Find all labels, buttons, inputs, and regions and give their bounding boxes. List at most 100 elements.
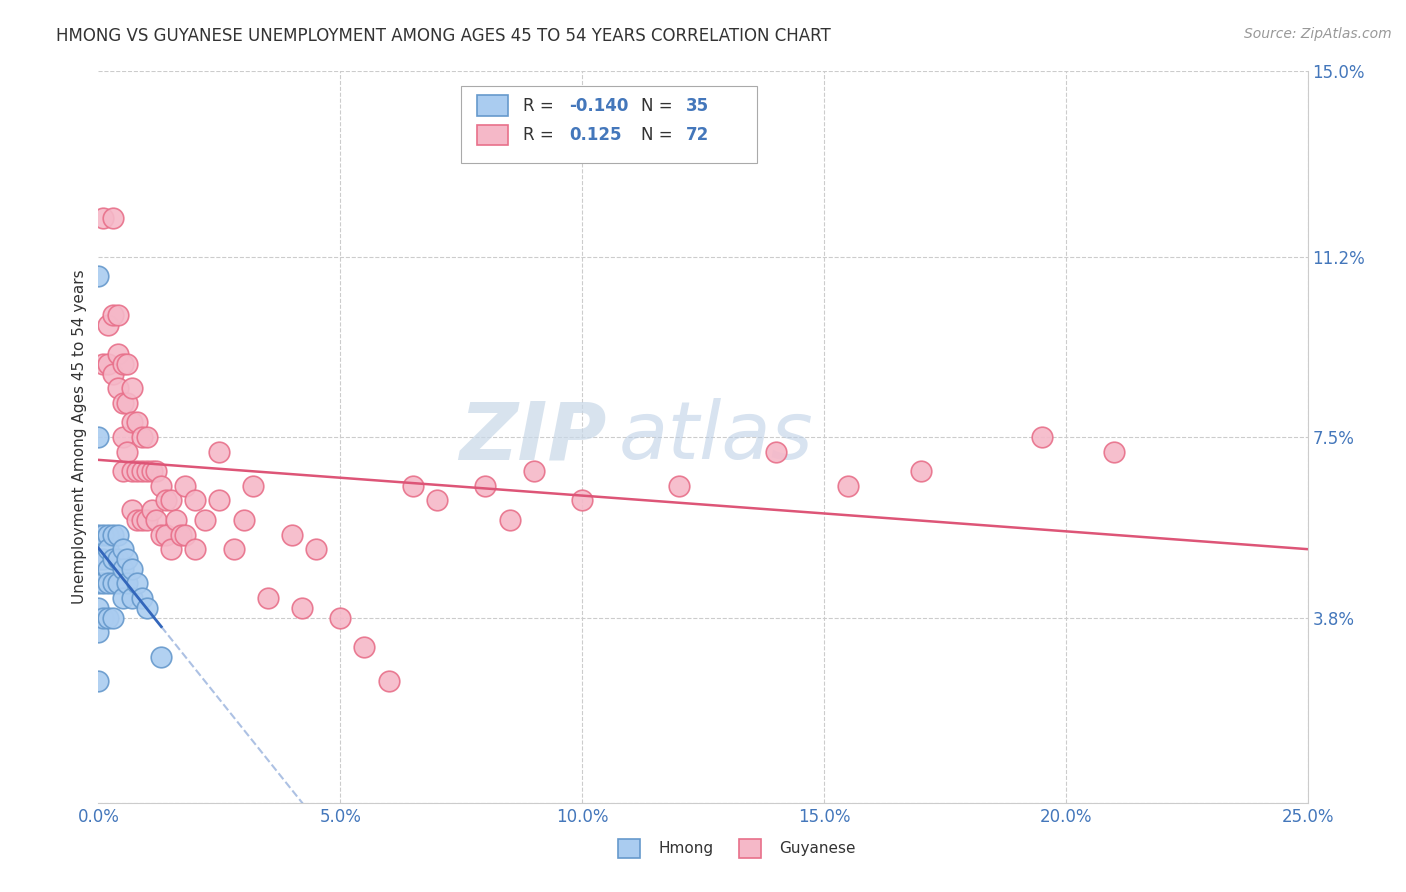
Point [160,542,183,557]
Text: -0.140: -0.140 [569,96,628,115]
Point [111,591,134,605]
Text: 72: 72 [686,126,709,144]
Point [668,479,690,493]
Point [87,269,110,284]
Point [256,591,278,605]
Point [117,576,139,591]
Point [87,552,110,566]
Text: N =: N = [641,96,678,115]
Point [107,381,129,395]
Point [837,479,859,493]
Point [121,591,143,605]
Point [131,591,153,605]
Point [111,357,134,371]
Point [97,610,120,624]
Point [97,357,120,371]
Point [160,493,183,508]
Point [121,562,143,576]
Point [305,542,328,557]
Point [121,464,143,478]
Point [91,211,114,225]
Point [184,493,207,508]
Point [426,493,449,508]
Point [135,600,157,615]
Point [281,527,304,541]
Point [111,464,134,478]
Point [107,308,129,322]
Point [377,673,399,688]
FancyBboxPatch shape [461,86,758,163]
Point [107,552,129,566]
Point [91,552,114,566]
Point [127,464,149,478]
FancyBboxPatch shape [477,95,509,116]
Text: Guyanese: Guyanese [779,841,856,856]
Point [111,562,134,576]
Point [150,479,173,493]
Point [117,396,139,410]
Point [1031,430,1053,444]
Point [121,381,143,395]
Point [155,493,177,508]
Point [101,527,124,541]
Point [474,479,496,493]
FancyBboxPatch shape [740,839,761,858]
Point [87,430,110,444]
Point [101,576,124,591]
Point [498,513,520,527]
Point [87,552,110,566]
Point [127,416,149,430]
Point [87,625,110,640]
Point [242,479,264,493]
Point [1102,444,1125,458]
Text: atlas: atlas [619,398,813,476]
Point [135,430,157,444]
Point [97,576,120,591]
Point [910,464,932,478]
Point [150,649,173,664]
Point [101,308,124,322]
Point [150,527,173,541]
Point [97,318,120,332]
Point [571,493,593,508]
Point [290,600,312,615]
FancyBboxPatch shape [619,839,640,858]
Point [523,464,546,478]
Point [101,211,124,225]
Text: Source: ZipAtlas.com: Source: ZipAtlas.com [1244,27,1392,41]
Point [97,527,120,541]
Point [97,542,120,557]
Text: N =: N = [641,126,678,144]
Point [131,464,153,478]
Point [353,640,375,654]
Text: 35: 35 [686,96,709,115]
Point [121,503,143,517]
Point [155,527,177,541]
Point [107,576,129,591]
FancyBboxPatch shape [477,125,509,145]
Point [87,576,110,591]
Point [111,430,134,444]
Point [402,479,425,493]
Point [117,357,139,371]
Point [232,513,254,527]
Point [145,464,167,478]
Text: Hmong: Hmong [658,841,713,856]
Point [91,357,114,371]
Point [111,396,134,410]
Point [97,562,120,576]
Point [222,542,245,557]
Point [165,513,187,527]
Point [169,527,191,541]
Point [194,513,217,527]
Point [91,610,114,624]
Text: R =: R = [523,126,564,144]
Point [101,552,124,566]
Point [184,542,207,557]
Point [87,527,110,541]
Point [117,552,139,566]
Point [127,576,149,591]
Point [107,347,129,361]
Point [121,416,143,430]
Point [131,513,153,527]
